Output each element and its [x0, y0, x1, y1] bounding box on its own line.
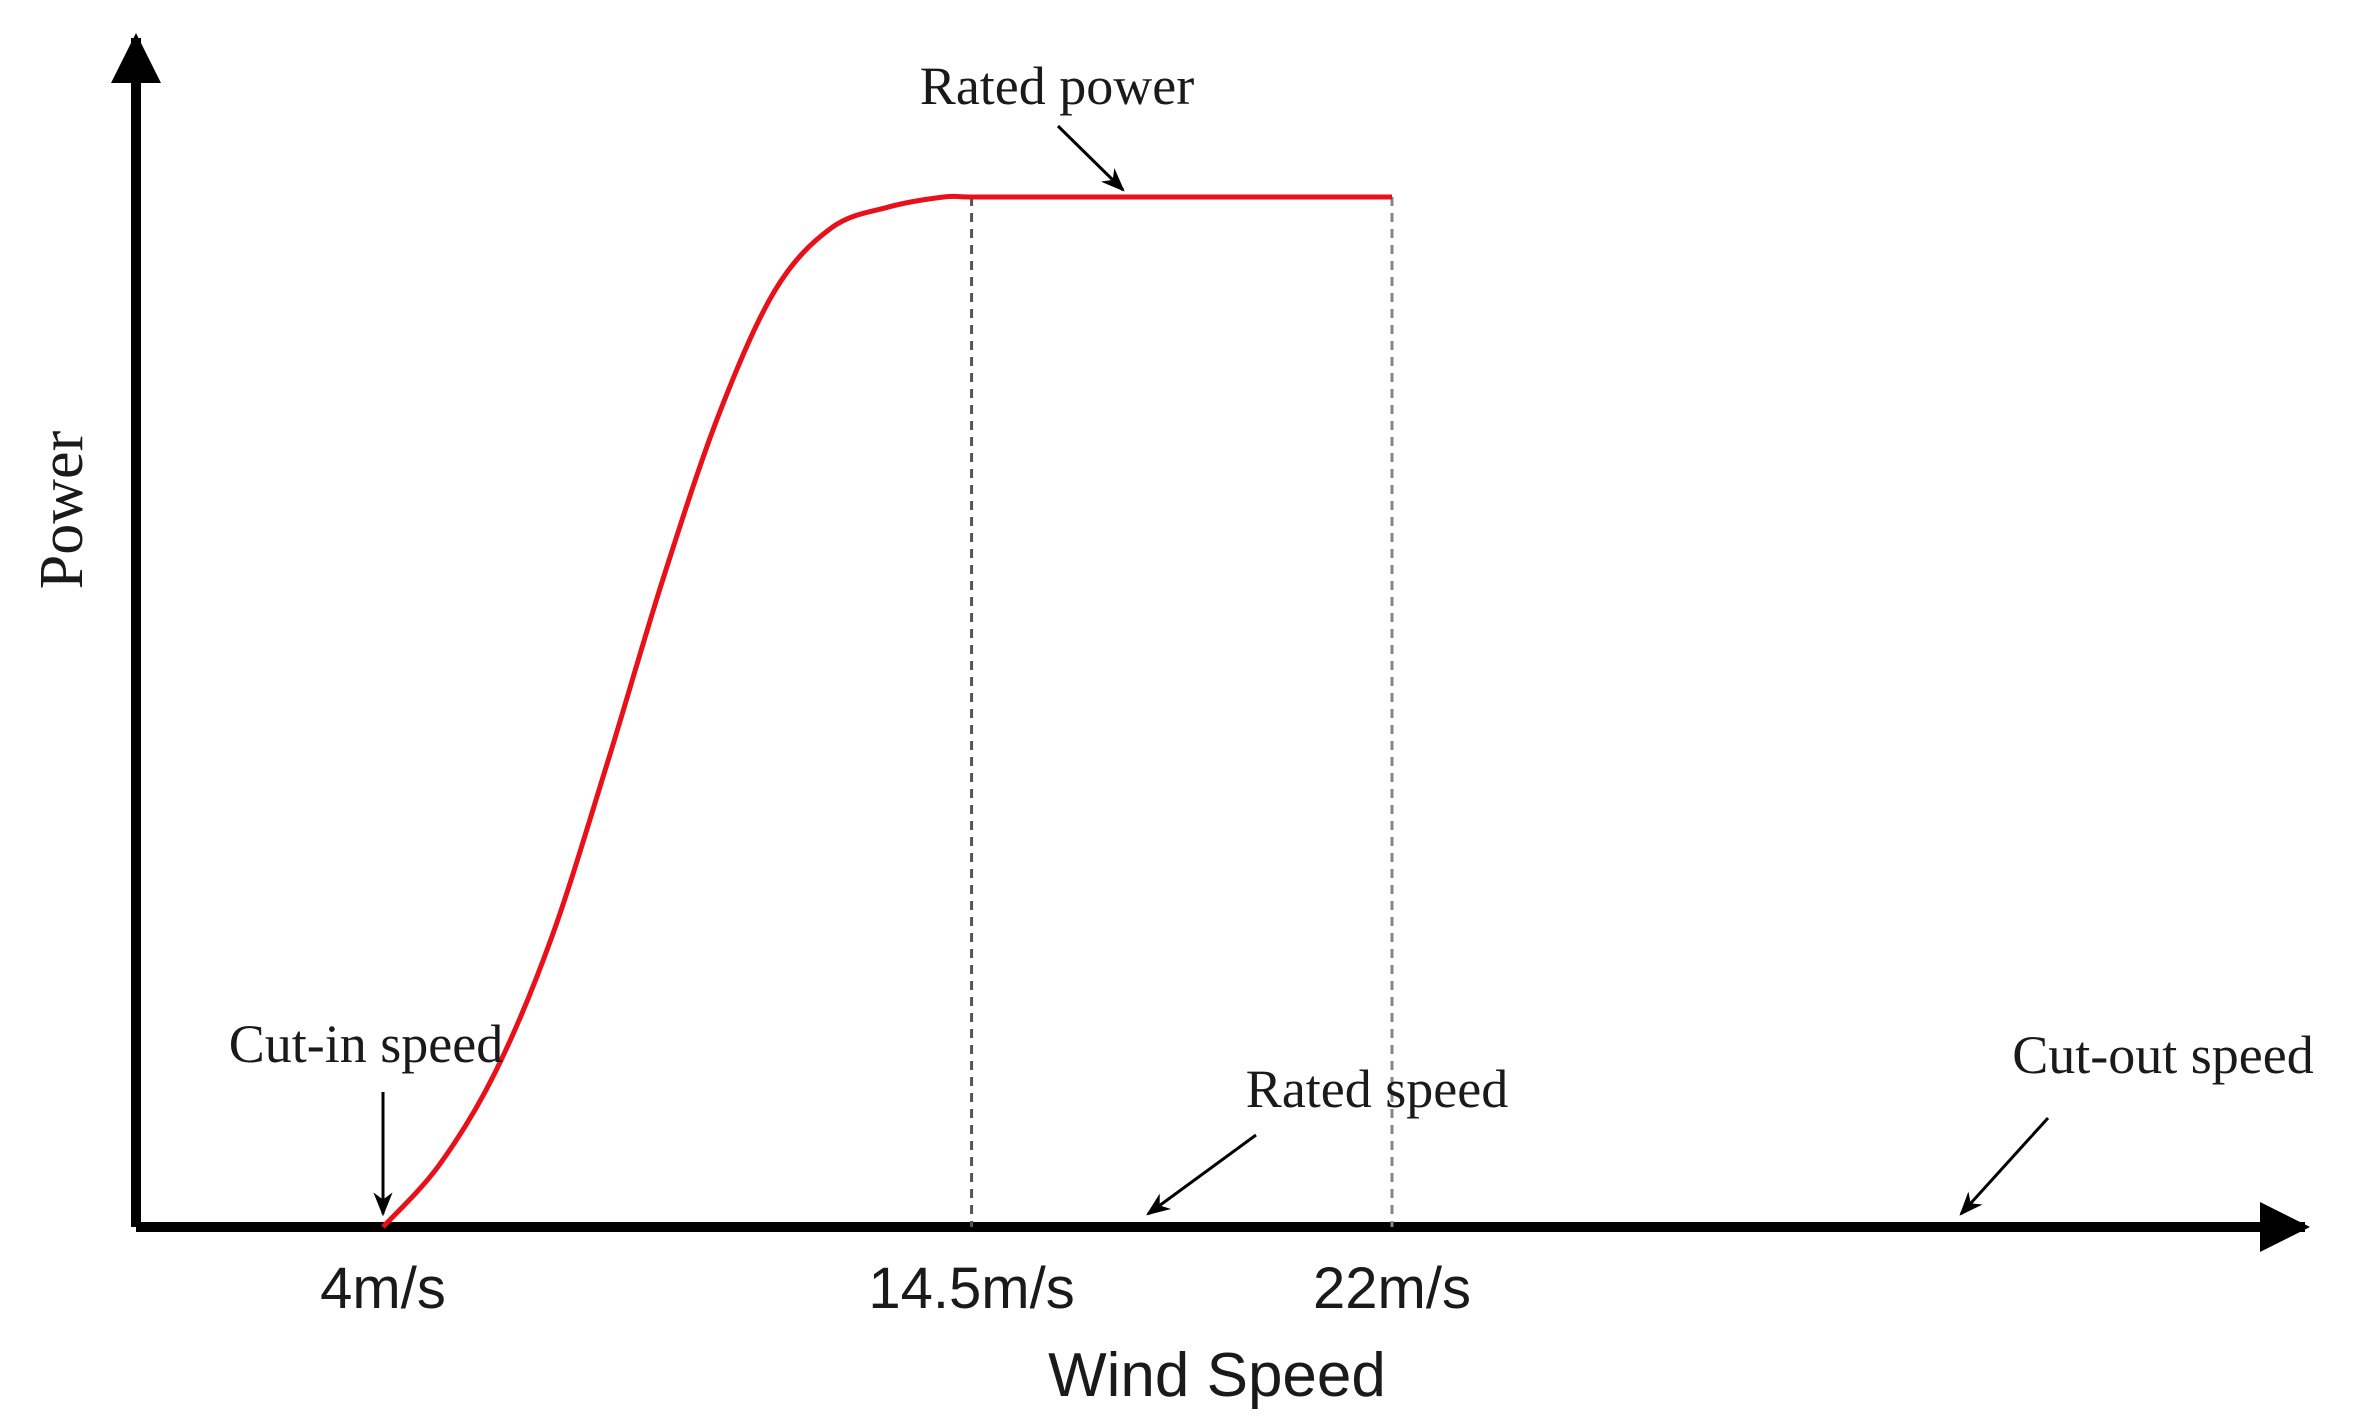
x-axis-label: Wind Speed: [1048, 1341, 1386, 1410]
series-group: [381, 193, 1392, 1229]
series-line-1: [381, 193, 1392, 1229]
rated-power-arrow: [1056, 124, 1125, 192]
cut-out-speed-label: Cut-out speed: [2012, 1025, 2313, 1085]
cut-in-speed-label: Cut-in speed: [229, 1014, 503, 1074]
x-tick-labels: 4m/s 14.5m/s 22m/s: [320, 1256, 1471, 1321]
x-tick-label-1: 4m/s: [320, 1256, 446, 1321]
rated-speed-label: Rated speed: [1246, 1059, 1508, 1119]
y-axis-label: Power: [28, 430, 96, 589]
x-tick-label-2: 14.5m/s: [868, 1256, 1074, 1321]
cut-out-speed-arrow: [1959, 1116, 2050, 1216]
axes: [111, 33, 2310, 1252]
rated-speed-arrow: [1146, 1133, 1257, 1216]
annotations-group: Rated power Cut-in speed Rated speed Cut-ou…: [229, 56, 2314, 1217]
rated-power-label: Rated power: [920, 56, 1194, 116]
reference-lines: [970, 197, 1394, 1227]
x-tick-label-3: 22m/s: [1313, 1256, 1471, 1321]
